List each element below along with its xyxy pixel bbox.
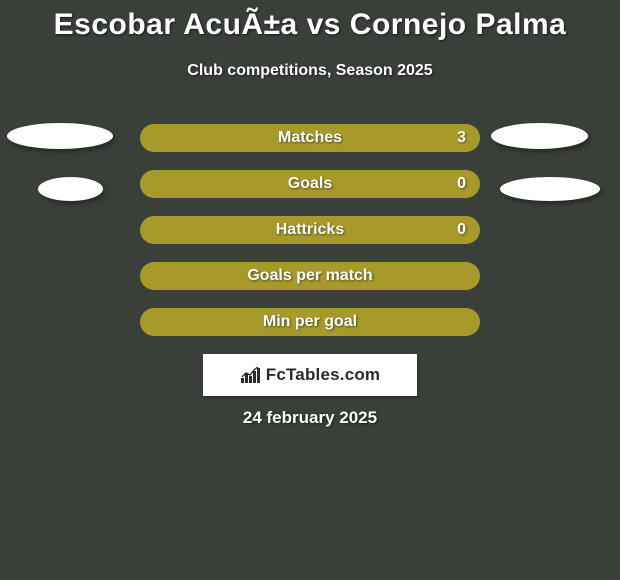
logo-text: FcTables.com	[240, 365, 381, 385]
stat-bars: Matches 3 Goals 0 Hattricks 0 Goals per …	[140, 124, 480, 354]
stat-value: 0	[457, 175, 466, 193]
logo-label: FcTables.com	[266, 365, 381, 385]
stat-label: Matches	[140, 129, 480, 147]
stat-bar-hattricks: Hattricks 0	[140, 216, 480, 244]
canvas: Escobar AcuÃ±a vs Cornejo Palma Club com…	[0, 0, 620, 580]
left-ellipse-2	[38, 177, 103, 201]
stat-bar-min-per-goal: Min per goal	[140, 308, 480, 336]
stat-label: Hattricks	[140, 221, 480, 239]
left-ellipse-1	[7, 123, 113, 149]
page-title: Escobar AcuÃ±a vs Cornejo Palma	[0, 8, 620, 42]
page-subtitle: Club competitions, Season 2025	[0, 62, 620, 80]
stat-bar-matches: Matches 3	[140, 124, 480, 152]
stat-bar-goals: Goals 0	[140, 170, 480, 198]
stat-bar-goals-per-match: Goals per match	[140, 262, 480, 290]
logo-box: FcTables.com	[203, 354, 417, 396]
stat-label: Min per goal	[140, 313, 480, 331]
bar-chart-icon	[240, 366, 262, 384]
right-ellipse-1	[491, 123, 588, 149]
stat-label: Goals	[140, 175, 480, 193]
stat-label: Goals per match	[140, 267, 480, 285]
stat-value: 0	[457, 221, 466, 239]
stat-value: 3	[457, 129, 466, 147]
right-ellipse-2	[500, 177, 600, 201]
date-label: 24 february 2025	[0, 408, 620, 428]
